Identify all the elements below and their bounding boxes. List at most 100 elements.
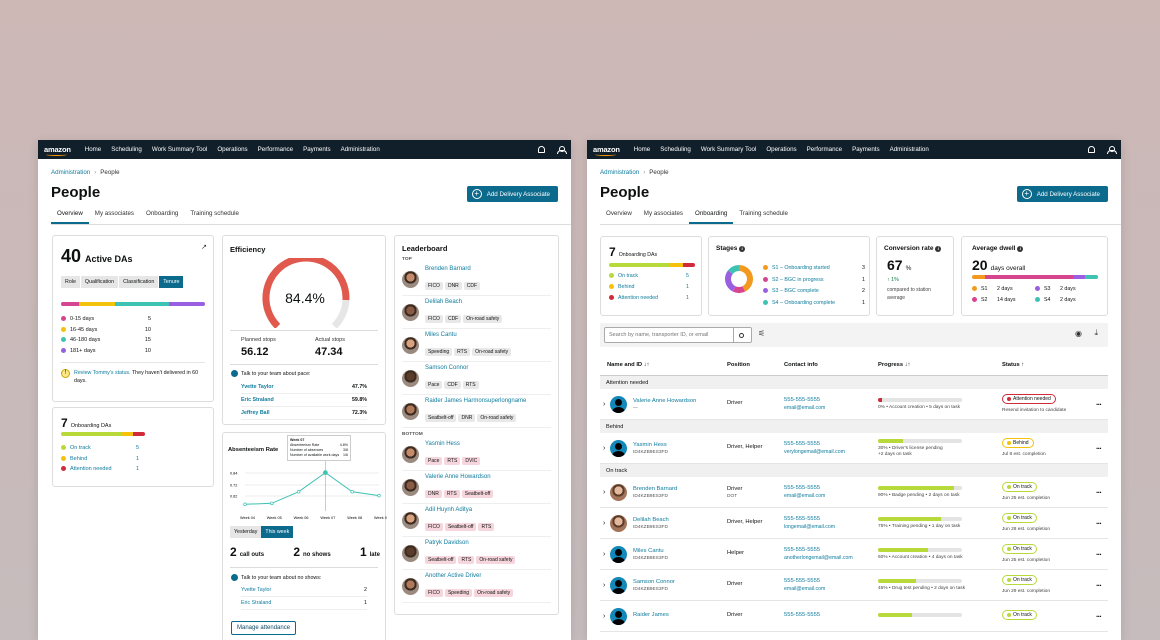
- tab-overview[interactable]: Overview: [51, 207, 89, 224]
- driver-name[interactable]: Valerie Anne Howardson: [425, 474, 491, 480]
- more-actions-icon[interactable]: ···: [1096, 487, 1102, 497]
- tab-my-associates[interactable]: My associates: [643, 210, 683, 217]
- person-link[interactable]: Yvette Taylor: [241, 587, 272, 593]
- tab-training-schedule[interactable]: Training schedule: [739, 210, 788, 217]
- nav-scheduling[interactable]: Scheduling: [111, 146, 142, 153]
- email-link[interactable]: email@email.com: [784, 586, 826, 592]
- filter-role[interactable]: Role: [61, 276, 81, 288]
- nav-performance[interactable]: Performance: [257, 146, 294, 153]
- table-row[interactable]: › Yasmin Hess ID4KZB9ES3FD Driver, Helper 55…: [600, 433, 1108, 464]
- table-row[interactable]: › Brenden Barnard ID4KZB9ES3FD Driver DOT 555…: [600, 477, 1108, 508]
- associate-name[interactable]: Yasmin Hess: [633, 441, 667, 448]
- driver-name[interactable]: Yasmin Hess: [425, 441, 460, 447]
- toggle-yesterday[interactable]: Yesterday: [230, 526, 262, 538]
- driver-name[interactable]: Raider James Harmonsuperlongname: [425, 398, 527, 404]
- expand-chevron-icon[interactable]: ›: [603, 488, 606, 496]
- download-icon[interactable]: ⤓: [1094, 328, 1098, 337]
- expand-chevron-icon[interactable]: ›: [603, 444, 606, 452]
- email-link[interactable]: email@email.com: [784, 405, 826, 411]
- phone-link[interactable]: 555-555-5555: [784, 516, 821, 522]
- more-actions-icon[interactable]: ···: [1096, 611, 1102, 621]
- add-delivery-associate-button[interactable]: + Add Delivery Associate: [1016, 186, 1108, 202]
- nav-operations[interactable]: Operations: [217, 146, 248, 153]
- driver-name[interactable]: Samson Connor: [425, 365, 469, 371]
- filter-qualification[interactable]: Qualification: [80, 276, 120, 288]
- tab-my-associates[interactable]: My associates: [94, 210, 134, 217]
- leaderboard-item[interactable]: Delilah Beach FICO CDF On-road safety: [402, 296, 551, 329]
- email-link[interactable]: verylongemail@email.com: [784, 449, 845, 455]
- tab-training-schedule[interactable]: Training schedule: [190, 210, 239, 217]
- nav-home[interactable]: Home: [633, 146, 651, 153]
- phone-link[interactable]: 555-555-5555: [784, 485, 821, 491]
- data-point[interactable]: [243, 502, 247, 507]
- driver-name[interactable]: Miles Cantu: [425, 332, 457, 338]
- phone-link[interactable]: 555-555-5555: [784, 397, 821, 403]
- stage-link[interactable]: S3 – BGC complete: [772, 288, 819, 294]
- more-actions-icon[interactable]: ···: [1096, 518, 1102, 528]
- user-icon[interactable]: [557, 145, 567, 154]
- leaderboard-item[interactable]: Brenden Barnard FICO DNR CDF: [402, 263, 551, 296]
- nav-home[interactable]: Home: [84, 146, 102, 153]
- tab-onboarding[interactable]: Onboarding: [689, 207, 734, 224]
- phone-link[interactable]: 555-555-5555: [784, 612, 821, 618]
- table-row[interactable]: › Delilah Beach ID4KZB9ES3FD Driver, Helper…: [600, 508, 1108, 539]
- leaderboard-item[interactable]: Patryk Davidson Seatbelt-off RTS On-road sa…: [402, 537, 551, 570]
- person-link[interactable]: Eric Straland: [241, 397, 274, 403]
- eye-icon[interactable]: ◉: [1075, 329, 1082, 338]
- bell-icon[interactable]: [1088, 146, 1095, 153]
- more-actions-icon[interactable]: ···: [1096, 580, 1102, 590]
- manage-attendance-button[interactable]: Manage attendance: [231, 621, 297, 635]
- nav-work-summary[interactable]: Work Summary Tool: [700, 146, 757, 153]
- info-icon[interactable]: i: [739, 246, 746, 252]
- col-name[interactable]: Name and ID ↓↑: [600, 362, 727, 368]
- leaderboard-item[interactable]: Another Active Driver FICO Speeding On-road…: [402, 570, 551, 603]
- breadcrumb-administration[interactable]: Administration: [51, 169, 91, 176]
- expand-chevron-icon[interactable]: ›: [603, 400, 606, 408]
- col-position[interactable]: Position: [727, 361, 750, 368]
- table-row[interactable]: › Raider James Driver 555-555-5555 On track ·…: [600, 601, 1108, 632]
- more-actions-icon[interactable]: ···: [1096, 549, 1102, 559]
- toggle-this-week[interactable]: This week: [261, 526, 294, 538]
- leaderboard-item[interactable]: Yasmin Hess Pace RTS DVIC: [402, 438, 551, 471]
- phone-link[interactable]: 555-555-5555: [784, 441, 821, 447]
- data-point[interactable]: [270, 501, 274, 506]
- associate-name[interactable]: Valerie Anne Howardson: [633, 397, 697, 404]
- leaderboard-item[interactable]: Miles Cantu Speeding RTS On-road safety: [402, 329, 551, 362]
- stage-link[interactable]: S2 – BGC in progress: [772, 276, 824, 283]
- data-point[interactable]: [350, 490, 354, 494]
- email-link[interactable]: anotherlongemail@email.com: [784, 555, 853, 561]
- col-contact[interactable]: Contact info: [784, 361, 818, 368]
- leaderboard-item[interactable]: Adil Huynh Aditya FICO Seatbelt-off RTS: [402, 504, 551, 537]
- external-link-icon[interactable]: ↗: [201, 244, 207, 251]
- nav-scheduling[interactable]: Scheduling: [660, 146, 691, 153]
- nav-administration[interactable]: Administration: [340, 146, 380, 153]
- data-point[interactable]: [377, 493, 381, 498]
- driver-name[interactable]: Brenden Barnard: [425, 266, 471, 272]
- leaderboard-item[interactable]: Valerie Anne Howardson DNR RTS Seatbelt-off: [402, 471, 551, 504]
- col-progress[interactable]: Progress ↓↑: [878, 362, 1002, 368]
- stage-link[interactable]: S4 – Onboarding complete: [772, 299, 836, 306]
- nav-payments[interactable]: Payments: [303, 146, 331, 153]
- tab-onboarding[interactable]: Onboarding: [146, 210, 179, 217]
- bell-icon[interactable]: [538, 146, 545, 153]
- associate-name[interactable]: Brenden Barnard: [633, 485, 678, 492]
- leaderboard-item[interactable]: Raider James Harmonsuperlongname Seatbelt…: [402, 395, 551, 428]
- person-link[interactable]: Eric Straland: [241, 600, 272, 606]
- tab-overview[interactable]: Overview: [606, 210, 632, 217]
- filter-classification[interactable]: Classification: [119, 276, 160, 288]
- person-link[interactable]: Yvette Taylor: [241, 384, 274, 390]
- person-link[interactable]: Jeffrey Ball: [241, 410, 270, 416]
- data-point[interactable]: [323, 470, 328, 475]
- phone-link[interactable]: 555-555-5555: [784, 547, 821, 553]
- data-point[interactable]: [296, 490, 301, 494]
- search-icon[interactable]: [733, 328, 749, 342]
- associate-name[interactable]: Miles Cantu: [633, 547, 664, 554]
- filter-tenure[interactable]: Tenure: [159, 276, 184, 288]
- driver-name[interactable]: Delilah Beach: [425, 299, 463, 305]
- leaderboard-item[interactable]: Samson Connor Pace CDF RTS: [402, 362, 551, 395]
- more-actions-icon[interactable]: ···: [1096, 399, 1102, 409]
- associate-name[interactable]: Delilah Beach: [633, 516, 669, 523]
- info-icon[interactable]: i: [1017, 246, 1024, 252]
- associate-name[interactable]: Raider James: [633, 612, 669, 618]
- expand-chevron-icon[interactable]: ›: [603, 550, 606, 558]
